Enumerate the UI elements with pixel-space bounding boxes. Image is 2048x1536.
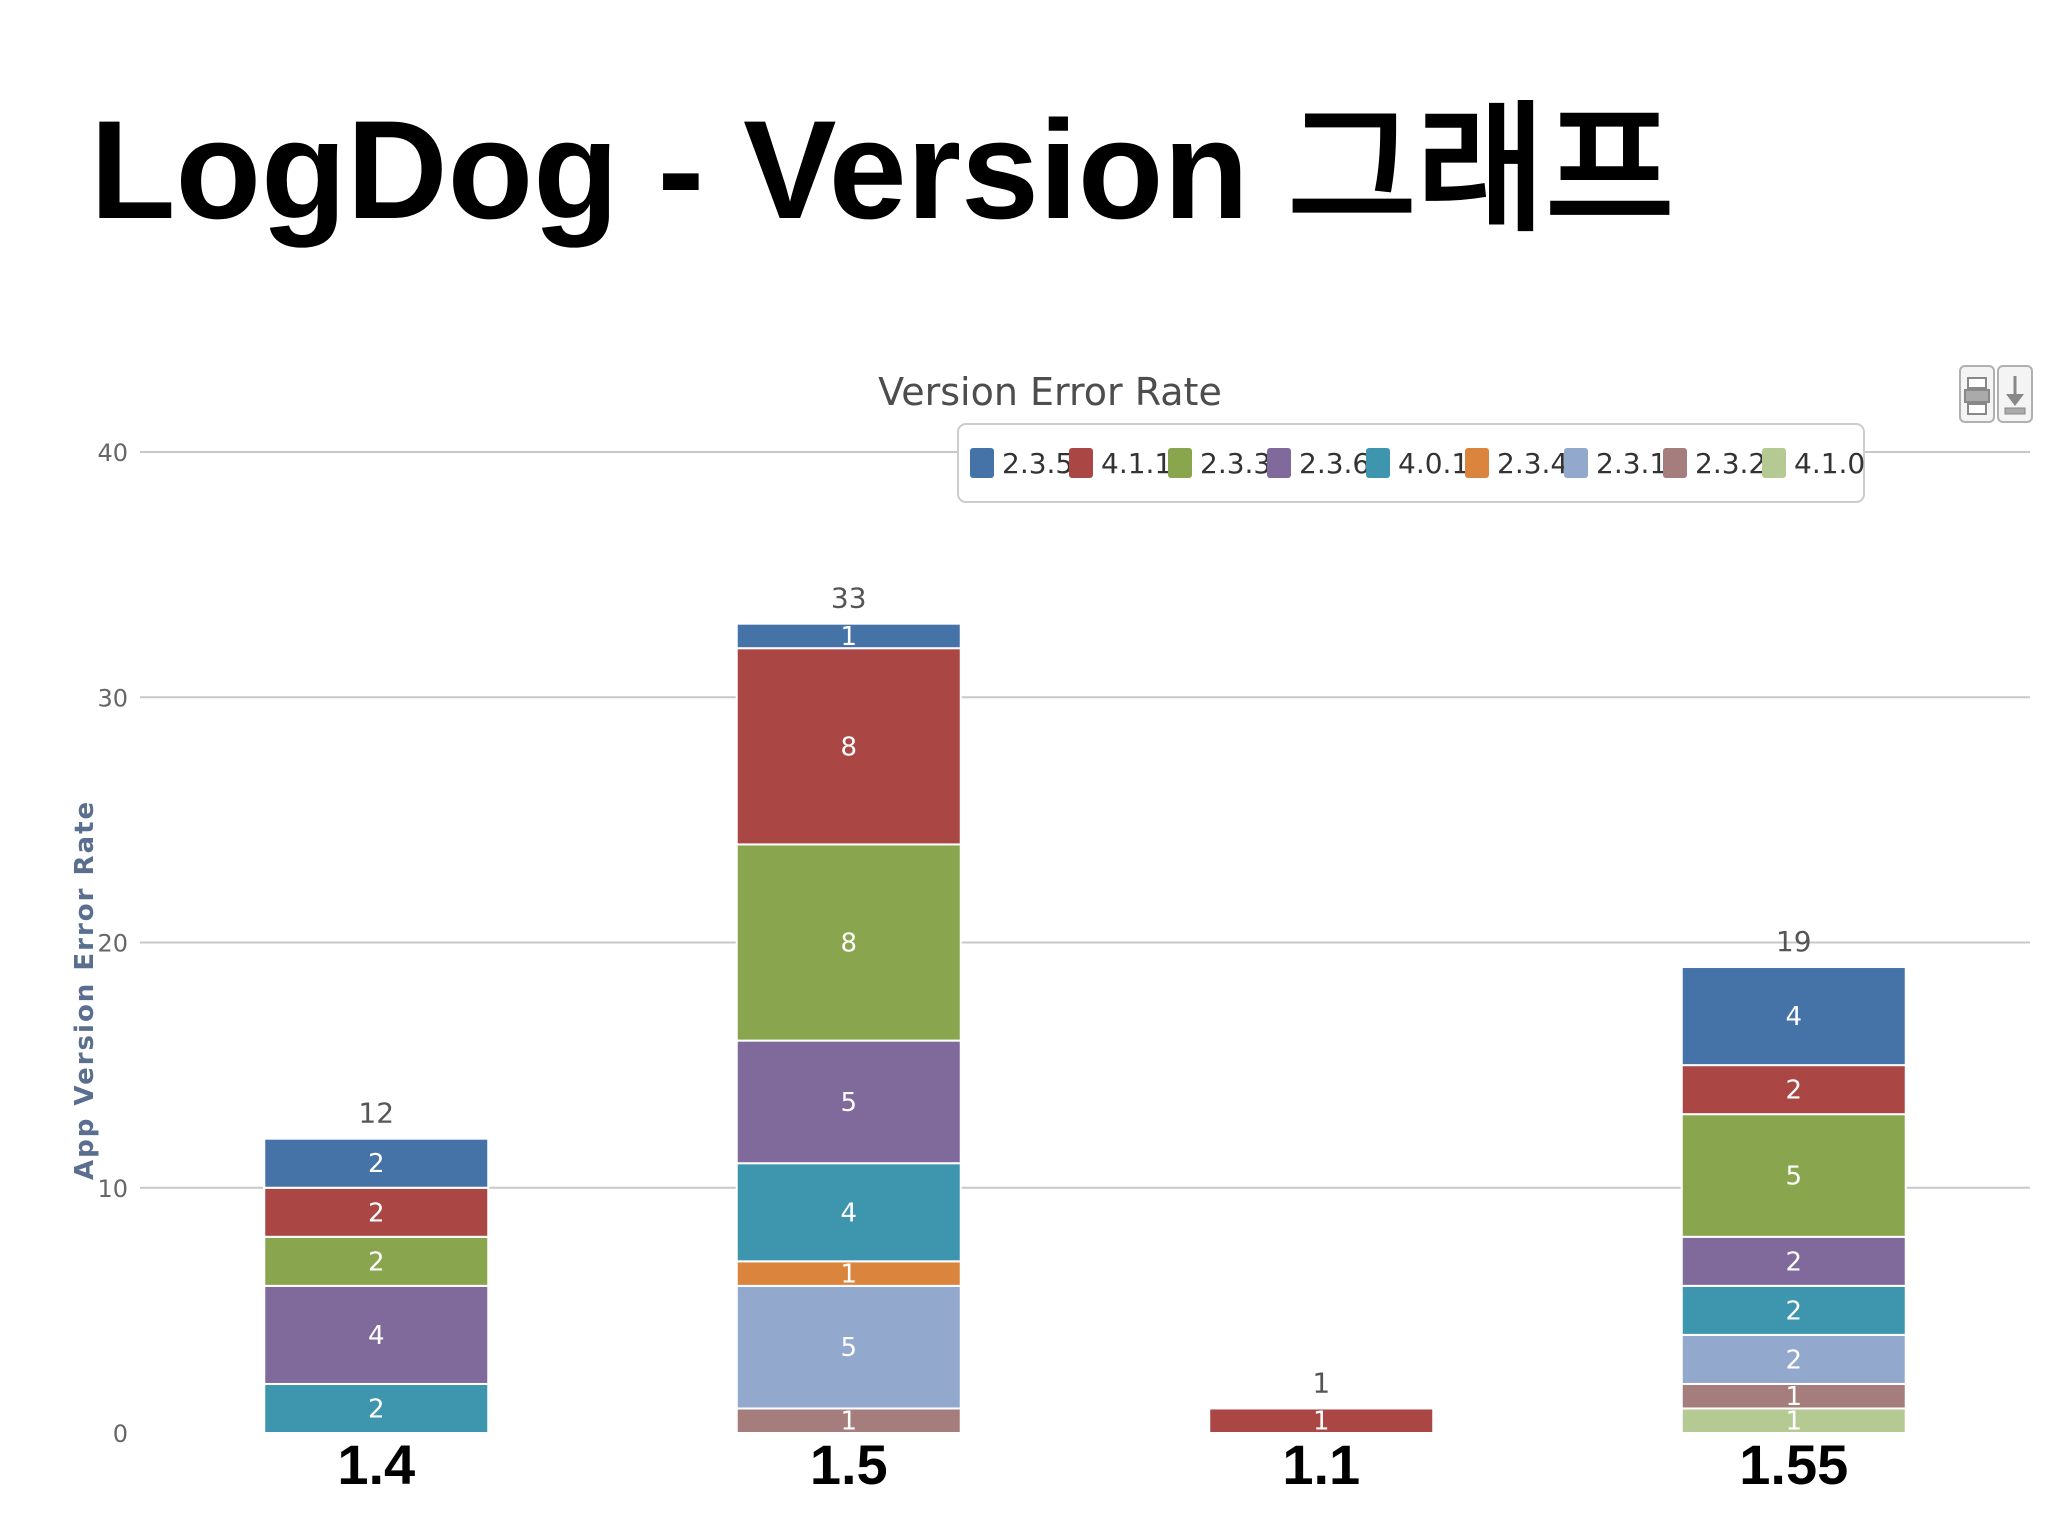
bar-segment[interactable] (263, 1137, 490, 1189)
segment-value-label: 4 (368, 1321, 385, 1351)
bar-segment[interactable] (1680, 1113, 1907, 1238)
bar-total-label: 33 (831, 582, 867, 615)
segment-value-label: 5 (840, 1333, 857, 1363)
legend-swatch (1069, 448, 1093, 478)
bar-segment[interactable] (735, 647, 962, 846)
legend-item[interactable]: 2.3.6 (1267, 447, 1370, 480)
bar-total-label: 12 (358, 1097, 394, 1130)
segment-value-label: 1 (1785, 1407, 1802, 1437)
bar-segment[interactable] (263, 1382, 490, 1434)
segment-value-label: 2 (1785, 1345, 1802, 1375)
bar-segment[interactable] (735, 1039, 962, 1165)
bar-segment[interactable] (1680, 1064, 1907, 1116)
legend-label: 4.1.0 (1794, 447, 1865, 480)
slide-title: LogDog - Version 그래프 (90, 91, 1675, 248)
legend-swatch (1267, 448, 1291, 478)
segment-value-label: 1 (840, 1260, 857, 1290)
bar-segment[interactable] (735, 622, 962, 650)
x-category-label: 1.5 (810, 1433, 888, 1496)
legend-swatch (1465, 448, 1489, 478)
y-tick-label: 0 (113, 1420, 128, 1448)
segment-value-label: 4 (1785, 1002, 1802, 1032)
legend-swatch (970, 448, 994, 478)
legend-label: 2.3.5 (1002, 447, 1073, 480)
segment-value-label: 2 (1785, 1247, 1802, 1277)
segment-value-label: 1 (840, 1407, 857, 1437)
bar-segment[interactable] (735, 843, 962, 1042)
bar-segment[interactable] (735, 1260, 962, 1287)
y-tick-label: 40 (97, 439, 128, 467)
legend-item[interactable]: 4.1.1 (1069, 447, 1172, 480)
bar-segment[interactable] (735, 1284, 962, 1410)
bar-segment[interactable] (735, 1407, 962, 1434)
segment-value-label: 2 (368, 1394, 385, 1424)
segment-value-label: 8 (840, 732, 857, 762)
segment-value-label: 1 (1313, 1407, 1330, 1437)
legend-label: 2.3.4 (1497, 447, 1568, 480)
legend-item[interactable]: 2.3.4 (1465, 447, 1568, 480)
export-toolbar (1959, 365, 2033, 423)
legend-item[interactable]: 2.3.5 (970, 447, 1073, 480)
segment-value-label: 2 (368, 1247, 385, 1277)
y-axis-title: App Version Error Rate (70, 800, 100, 1180)
legend-item[interactable]: 4.0.1 (1366, 447, 1469, 480)
segment-value-label: 2 (1785, 1296, 1802, 1326)
legend-swatch (1762, 448, 1786, 478)
legend-swatch (1168, 448, 1192, 478)
segment-value-label: 2 (1785, 1076, 1802, 1106)
y-tick-label: 20 (97, 930, 128, 958)
legend-label: 2.3.6 (1299, 447, 1370, 480)
x-category-label: 1.4 (337, 1433, 415, 1496)
segment-value-label: 4 (840, 1198, 857, 1228)
download-icon (2004, 376, 2026, 415)
legend-item[interactable]: 2.3.3 (1168, 447, 1271, 480)
bar-segment[interactable] (1680, 1284, 1907, 1336)
segment-value-label: 5 (1785, 1161, 1802, 1191)
bar-segment[interactable] (1680, 966, 1907, 1067)
chart-title: Version Error Rate (878, 370, 1222, 414)
legend: 2.3.5 4.1.1 2.3.3 2.3.6 4.0.1 2.3.4 2.3.1 2.3.2… (957, 423, 1865, 503)
bar-segment[interactable] (735, 1162, 962, 1263)
y-tick-label: 30 (97, 684, 128, 712)
segment-value-label: 2 (368, 1198, 385, 1228)
bar-segment[interactable] (263, 1284, 490, 1385)
y-axis-ticks: 0 10 20 30 40 (97, 439, 128, 1448)
legend-label: 4.0.1 (1398, 447, 1469, 480)
x-axis-labels: 1.4 1.5 1.1 1.55 (337, 1433, 1848, 1496)
legend-label: 2.3.1 (1596, 447, 1667, 480)
bar-total-label: 1 (1312, 1366, 1330, 1399)
bar-segment[interactable] (1208, 1407, 1435, 1434)
x-category-label: 1.55 (1739, 1433, 1848, 1496)
legend-swatch (1366, 448, 1390, 478)
segment-value-label: 2 (368, 1149, 385, 1179)
segment-value-label: 1 (1785, 1382, 1802, 1412)
export-button[interactable] (1997, 365, 2033, 423)
bar-segment[interactable] (1680, 1235, 1907, 1287)
legend-swatch (1663, 448, 1687, 478)
bar-total-label: 19 (1776, 925, 1812, 958)
x-category-label: 1.1 (1282, 1433, 1360, 1496)
y-tick-label: 10 (97, 1175, 128, 1203)
legend-label: 4.1.1 (1101, 447, 1172, 480)
segment-value-label: 1 (840, 622, 857, 652)
bar-segment[interactable] (263, 1235, 490, 1287)
print-button[interactable] (1959, 365, 1995, 423)
legend-label: 2.3.2 (1695, 447, 1766, 480)
legend-swatch (1564, 448, 1588, 478)
bar-segment[interactable] (1680, 1407, 1907, 1434)
legend-label: 2.3.3 (1200, 447, 1271, 480)
legend-item[interactable]: 4.1.0 (1762, 447, 1865, 480)
segment-value-label: 5 (840, 1088, 857, 1118)
printer-icon (1964, 377, 1990, 415)
legend-box (957, 423, 1865, 503)
segment-value-label: 8 (840, 929, 857, 959)
legend-item[interactable]: 2.3.1 (1564, 447, 1667, 480)
legend-item[interactable]: 2.3.2 (1663, 447, 1766, 480)
